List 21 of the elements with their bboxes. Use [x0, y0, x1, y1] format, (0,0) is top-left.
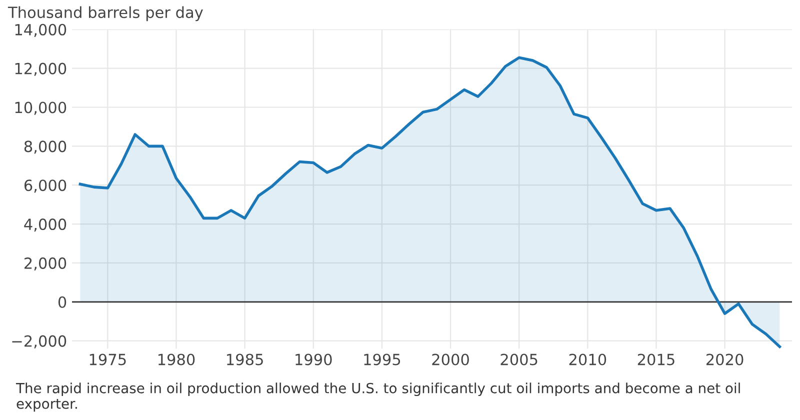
x-tick-label: 1990: [296, 354, 332, 366]
x-tick-label: 1985: [227, 354, 263, 366]
x-tick-label: 1995: [364, 354, 400, 366]
y-tick-label: 14,000: [15, 24, 66, 37]
y-tick-label: 12,000: [15, 62, 66, 76]
y-axis-title: Thousand barrels per day: [8, 6, 203, 22]
y-tick-label: 4,000: [24, 218, 66, 232]
x-tick-label: 1980: [158, 354, 195, 366]
x-tick-label: 2010: [569, 354, 606, 366]
x-tick-label: 1975: [90, 354, 126, 366]
y-tick-label: 6,000: [24, 180, 66, 193]
y-tick-label: 2,000: [24, 257, 66, 271]
x-tick-label: 2015: [638, 354, 674, 366]
x-tick-label: 2000: [432, 354, 469, 366]
text: The rapid increase in oil production allowed the U.S. to significantly cut oil imports and become a net oil exporter.: [16, 382, 740, 412]
y-tick-label: 8,000: [24, 140, 66, 154]
x-tick-label: 2005: [500, 354, 538, 366]
y-tick-label: −2,000: [12, 335, 66, 348]
y-tick-label: 0: [58, 296, 66, 308]
y-tick-label: 10,000: [15, 102, 66, 115]
x-tick-label: 2020: [706, 354, 744, 366]
